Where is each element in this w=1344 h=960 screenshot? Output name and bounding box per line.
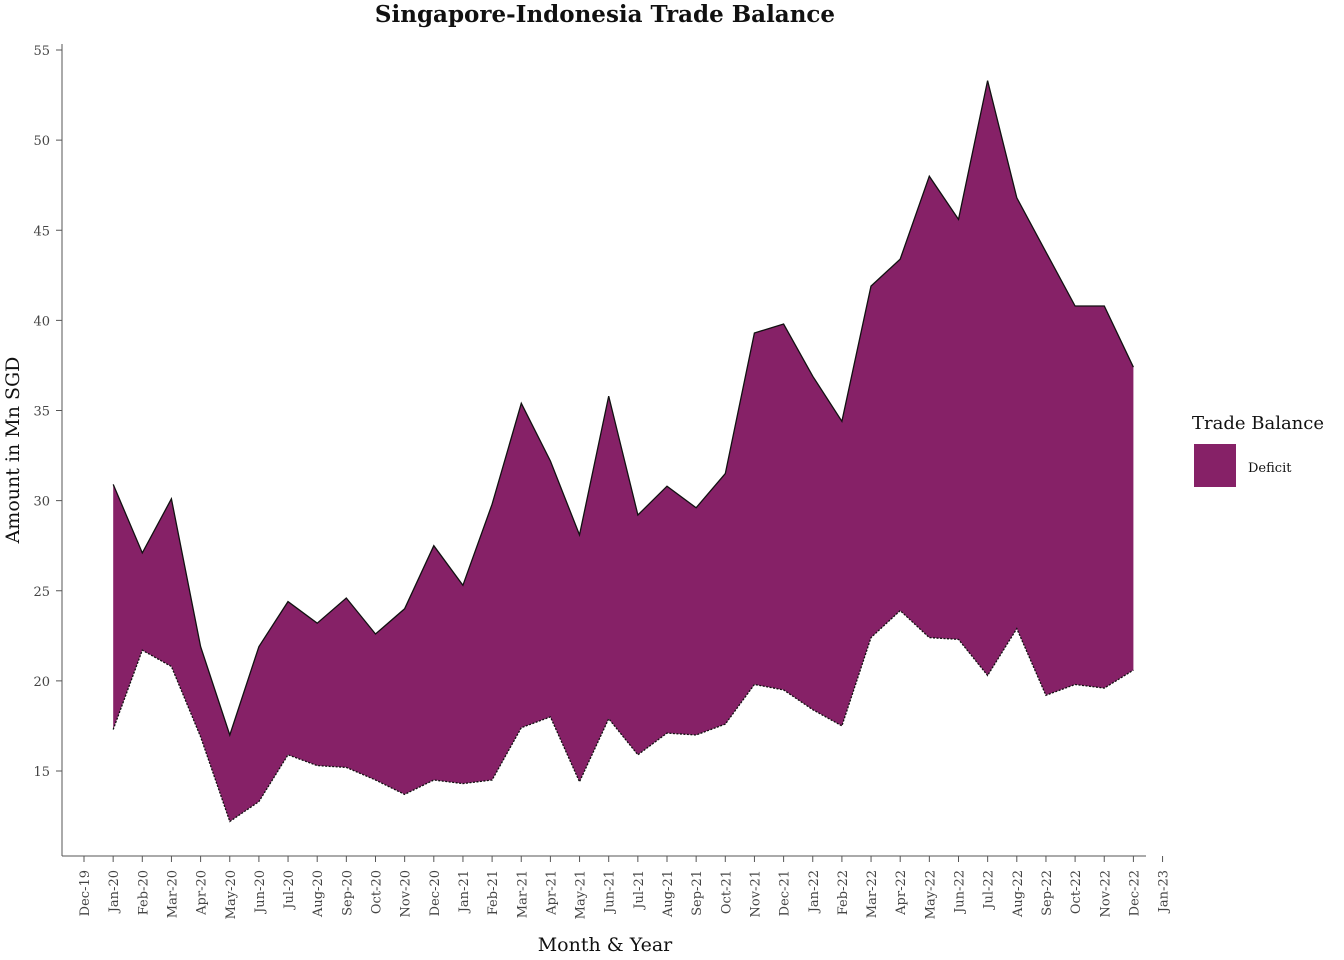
x-tick-label: Nov-22 <box>1098 870 1113 917</box>
x-tick-label: Aug-21 <box>661 870 676 918</box>
x-tick-label: May-21 <box>574 870 589 919</box>
x-axis: Dec-19 Jan-20 Feb-20 Mar-20 Apr-20 May-20 Jun-… <box>78 856 1172 919</box>
y-tick-label: 50 <box>33 134 50 149</box>
deficit-area <box>113 80 1134 822</box>
x-tick-label: Aug-20 <box>311 870 326 918</box>
y-tick-label: 20 <box>33 675 50 690</box>
x-axis-title: Month & Year <box>538 934 673 956</box>
x-tick-label: Dec-19 <box>78 870 93 916</box>
x-tick-label: May-22 <box>923 870 938 919</box>
x-tick-label: Nov-21 <box>748 870 763 917</box>
x-tick-label: Nov-20 <box>399 870 414 917</box>
y-axis: 15 20 25 30 35 40 45 50 55 <box>33 44 62 780</box>
x-tick-label: Aug-22 <box>1011 870 1026 918</box>
deficit-lower-edge <box>112 609 1134 823</box>
legend-label-deficit: Deficit <box>1248 461 1292 476</box>
x-tick-label: Feb-20 <box>136 870 151 915</box>
x-tick-label: Jan-21 <box>457 870 472 914</box>
x-tick-label: Jun-21 <box>603 870 618 915</box>
legend-title: Trade Balance <box>1192 413 1324 434</box>
x-tick-label: Dec-20 <box>428 870 443 916</box>
x-tick-label: Mar-22 <box>865 870 880 918</box>
x-tick-label: Oct-20 <box>370 870 385 914</box>
x-tick-label: Jan-20 <box>107 870 122 914</box>
x-tick-label: Oct-22 <box>1069 870 1084 914</box>
x-tick-label: May-20 <box>224 870 239 919</box>
y-tick-label: 30 <box>33 495 50 510</box>
x-tick-label: Jul-21 <box>632 870 647 911</box>
x-tick-label: Dec-22 <box>1127 870 1142 916</box>
x-tick-label: Oct-21 <box>719 870 734 914</box>
x-tick-label: Apr-22 <box>894 870 909 916</box>
legend: Trade Balance Deficit <box>1192 413 1324 487</box>
x-tick-label: Jan-22 <box>807 870 822 914</box>
x-tick-label: Sep-22 <box>1040 870 1055 916</box>
plot-area <box>112 80 1134 823</box>
x-tick-label: Jul-22 <box>982 870 997 911</box>
x-tick-label: Mar-20 <box>165 870 180 918</box>
x-tick-label: Sep-20 <box>340 870 355 916</box>
x-tick-label: Jun-20 <box>253 870 268 915</box>
y-tick-label: 35 <box>33 405 50 420</box>
chart-title: Singapore-Indonesia Trade Balance <box>375 1 835 28</box>
x-tick-label: Apr-20 <box>195 870 210 916</box>
y-tick-label: 25 <box>33 585 50 600</box>
y-axis-title: Amount in Mn SGD <box>2 357 24 545</box>
x-tick-label: Feb-21 <box>486 870 501 915</box>
y-tick-label: 55 <box>33 44 50 59</box>
deficit-upper-edge <box>112 80 1134 738</box>
y-tick-label: 40 <box>33 314 50 329</box>
x-tick-label: Sep-21 <box>690 870 705 916</box>
y-tick-label: 45 <box>33 224 50 239</box>
x-tick-label: Dec-21 <box>778 870 793 916</box>
legend-swatch-deficit <box>1194 444 1236 487</box>
y-tick-label: 15 <box>33 765 50 780</box>
x-tick-label: Feb-22 <box>836 870 851 915</box>
x-tick-label: Jan-23 <box>1157 870 1172 914</box>
x-tick-label: Jun-22 <box>953 870 968 915</box>
x-tick-label: Jul-20 <box>282 870 297 911</box>
x-tick-label: Apr-21 <box>544 870 559 916</box>
x-tick-label: Mar-21 <box>515 870 530 918</box>
